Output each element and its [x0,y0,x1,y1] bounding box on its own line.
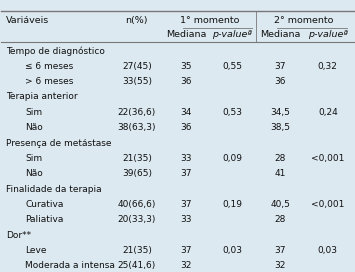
Text: 37: 37 [181,200,192,209]
Text: 36: 36 [274,77,286,86]
Text: Curativa: Curativa [26,200,64,209]
Text: 37: 37 [181,246,192,255]
Text: p-valueª: p-valueª [308,30,348,39]
Text: 25(41,6): 25(41,6) [118,261,156,270]
Text: 0,32: 0,32 [318,62,338,71]
Text: 35: 35 [181,62,192,71]
Text: Finalidade da terapia: Finalidade da terapia [6,185,102,194]
Text: 34,5: 34,5 [270,108,290,117]
Text: Terapia anterior: Terapia anterior [6,92,78,101]
Text: 34: 34 [181,108,192,117]
Text: 21(35): 21(35) [122,154,152,163]
Text: Não: Não [26,123,43,132]
Text: 32: 32 [274,261,286,270]
Text: 0,03: 0,03 [222,246,242,255]
Text: 0,53: 0,53 [222,108,242,117]
Text: 0,55: 0,55 [222,62,242,71]
Text: 22(36,6): 22(36,6) [118,108,156,117]
Text: Sim: Sim [26,108,43,117]
Text: 36: 36 [181,77,192,86]
Text: Leve: Leve [26,246,47,255]
Text: Não: Não [26,169,43,178]
Text: 37: 37 [274,62,286,71]
Text: 37: 37 [274,246,286,255]
Text: Presença de metástase: Presença de metástase [6,138,111,147]
Text: 0,03: 0,03 [318,246,338,255]
Text: 41: 41 [274,169,286,178]
Text: <0,001: <0,001 [311,200,344,209]
Text: 1° momento: 1° momento [180,16,239,25]
Text: 27(45): 27(45) [122,62,152,71]
Text: 33: 33 [181,154,192,163]
Text: 40(66,6): 40(66,6) [118,200,156,209]
Text: p-valueª: p-valueª [212,30,252,39]
Text: Mediana: Mediana [260,30,300,39]
Text: 21(35): 21(35) [122,246,152,255]
Text: 28: 28 [274,154,286,163]
Text: Paliativa: Paliativa [26,215,64,224]
Text: 0,09: 0,09 [222,154,242,163]
Text: 40,5: 40,5 [270,200,290,209]
Text: ≤ 6 meses: ≤ 6 meses [26,62,74,71]
Text: Mediana: Mediana [166,30,207,39]
Text: 37: 37 [181,169,192,178]
Text: Dor**: Dor** [6,231,31,240]
Text: 0,19: 0,19 [222,200,242,209]
Text: > 6 meses: > 6 meses [26,77,74,86]
Text: 0,24: 0,24 [318,108,338,117]
Text: 36: 36 [181,123,192,132]
Text: 33(55): 33(55) [122,77,152,86]
Text: Variáveis: Variáveis [6,16,49,25]
Text: Tempo de diagnóstico: Tempo de diagnóstico [6,46,105,56]
Text: Moderada a intensa: Moderada a intensa [26,261,115,270]
Text: 38,5: 38,5 [270,123,290,132]
Text: 28: 28 [274,215,286,224]
Text: 33: 33 [181,215,192,224]
Text: <0,001: <0,001 [311,154,344,163]
Text: n(%): n(%) [126,16,148,25]
Text: 2° momento: 2° momento [274,16,334,25]
Text: 39(65): 39(65) [122,169,152,178]
Text: 38(63,3): 38(63,3) [118,123,156,132]
Text: 20(33,3): 20(33,3) [118,215,156,224]
Text: Sim: Sim [26,154,43,163]
Text: 32: 32 [181,261,192,270]
